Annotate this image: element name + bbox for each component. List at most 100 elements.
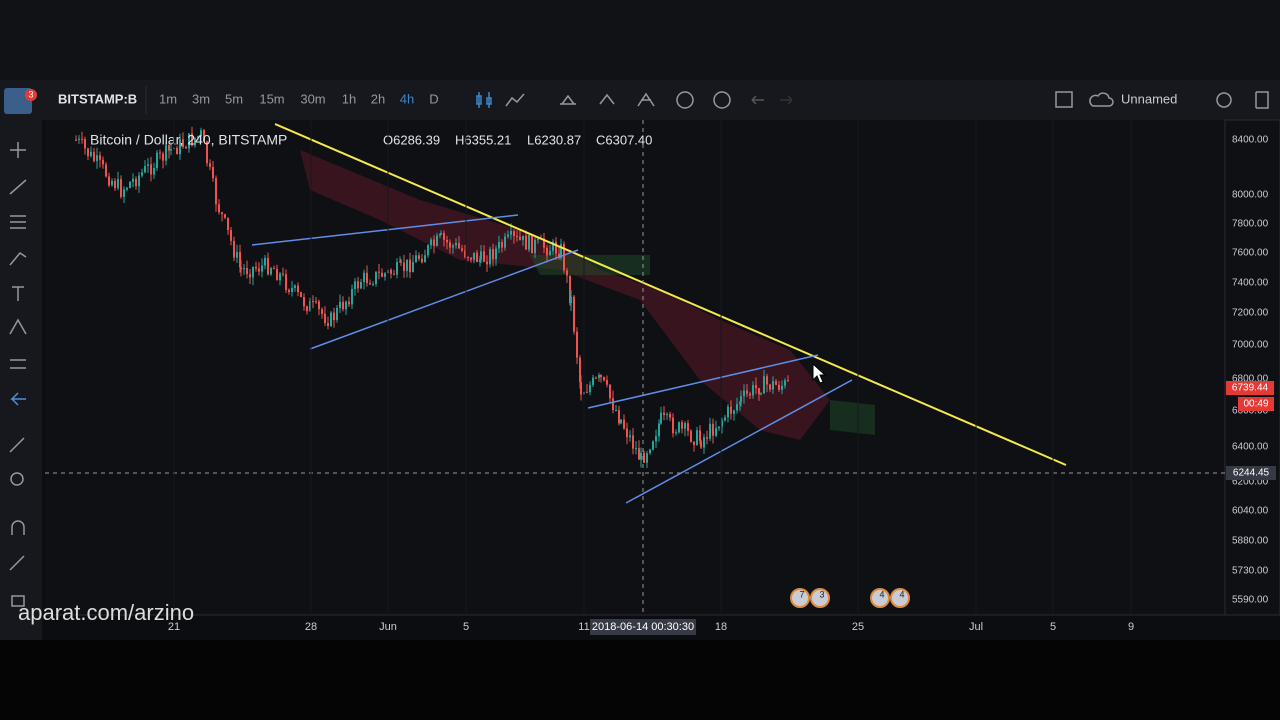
candle xyxy=(108,176,110,186)
candle xyxy=(403,262,405,271)
layout-name[interactable]: Unnamed xyxy=(1121,91,1177,106)
candle xyxy=(270,268,272,275)
candle xyxy=(366,272,368,284)
candle xyxy=(306,306,308,312)
interval-button[interactable]: 3m xyxy=(192,91,210,106)
candle xyxy=(498,242,500,249)
candle xyxy=(699,430,701,441)
candle xyxy=(787,380,789,382)
interval-button[interactable]: 1m xyxy=(159,91,177,106)
event-count: 4 xyxy=(899,589,904,599)
candle xyxy=(632,435,634,449)
interval-button[interactable]: 15m xyxy=(259,91,284,106)
avatar[interactable] xyxy=(4,88,32,114)
event-icon[interactable] xyxy=(810,588,830,608)
candle xyxy=(218,204,220,213)
candle xyxy=(132,178,134,182)
legend-low: L6230.87 xyxy=(527,132,581,147)
candle xyxy=(563,244,565,271)
candle xyxy=(709,423,711,439)
candle xyxy=(129,181,131,188)
candle xyxy=(123,189,125,197)
candle xyxy=(233,240,235,258)
candle xyxy=(339,301,341,308)
candle xyxy=(690,430,692,442)
candle xyxy=(516,236,518,238)
candle xyxy=(439,234,441,236)
candle xyxy=(712,423,714,436)
candle xyxy=(400,261,402,263)
price-label: 7000.00 xyxy=(1232,340,1269,351)
candle xyxy=(479,259,481,263)
candle xyxy=(215,178,217,205)
candle xyxy=(546,247,548,256)
candle xyxy=(615,410,617,412)
candle xyxy=(558,253,560,259)
interval-button[interactable]: 30m xyxy=(300,91,325,106)
interval-button[interactable]: 5m xyxy=(225,91,243,106)
candle xyxy=(191,133,193,146)
candle xyxy=(669,414,671,418)
candle xyxy=(421,258,423,263)
candle xyxy=(663,412,665,415)
candle xyxy=(150,164,152,175)
crosshair-price: 6244.45 xyxy=(1233,468,1270,479)
price-axis xyxy=(1224,119,1280,616)
interval-button[interactable]: 4h xyxy=(400,91,414,106)
candle xyxy=(212,166,214,179)
candle xyxy=(312,301,314,303)
candle xyxy=(282,273,284,275)
candle xyxy=(629,435,631,438)
candle xyxy=(117,179,119,189)
candle xyxy=(418,255,420,259)
candle xyxy=(473,252,475,260)
candle xyxy=(209,163,211,167)
candle xyxy=(345,301,347,310)
candle xyxy=(733,410,735,414)
candle xyxy=(658,423,660,437)
candle xyxy=(740,396,742,403)
candle xyxy=(640,452,642,460)
symbol[interactable]: BITSTAMP:B xyxy=(58,91,137,106)
candle xyxy=(598,375,600,378)
event-icon[interactable] xyxy=(870,588,890,608)
channel-lines[interactable] xyxy=(251,214,853,504)
candle xyxy=(534,239,536,254)
candle xyxy=(495,248,497,260)
candle xyxy=(412,262,414,273)
trend-line[interactable] xyxy=(274,123,1067,466)
watermark: aparat.com/arzino xyxy=(18,600,194,625)
candle xyxy=(200,130,202,137)
candle xyxy=(781,385,783,390)
price-label: 6200.00 xyxy=(1232,477,1269,488)
event-icon[interactable] xyxy=(790,588,810,608)
interval-button[interactable]: 1h xyxy=(342,91,356,106)
candle xyxy=(330,312,332,327)
candle xyxy=(595,377,597,379)
candle xyxy=(758,388,760,395)
candle xyxy=(182,139,184,147)
candle xyxy=(261,265,263,272)
candle xyxy=(652,441,654,450)
interval-button[interactable]: D xyxy=(429,91,438,106)
candle xyxy=(626,428,628,438)
candle xyxy=(153,168,155,175)
candle xyxy=(75,139,77,141)
candle xyxy=(443,233,445,240)
candle xyxy=(570,296,572,304)
candle xyxy=(486,261,488,265)
candle xyxy=(612,398,614,411)
candle xyxy=(678,422,680,433)
candle xyxy=(618,410,620,424)
candle xyxy=(162,153,164,161)
candle xyxy=(649,449,651,454)
price-label: 7600.00 xyxy=(1232,248,1269,259)
candle xyxy=(675,432,677,434)
interval-button[interactable]: 2h xyxy=(371,91,385,106)
candle xyxy=(273,268,275,270)
toolbar-icons xyxy=(476,91,1269,109)
candle xyxy=(114,180,116,189)
candle xyxy=(718,426,720,429)
candle xyxy=(415,255,417,263)
event-icon[interactable] xyxy=(890,588,910,608)
